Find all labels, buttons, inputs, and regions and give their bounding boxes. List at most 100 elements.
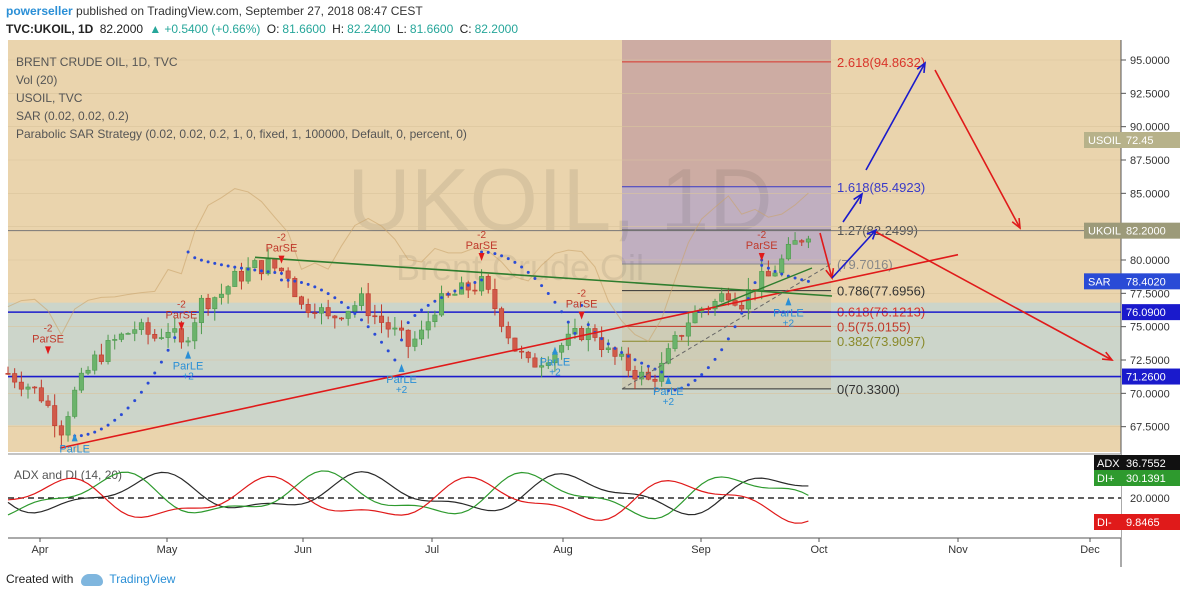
candle-body xyxy=(645,371,651,380)
candle-body xyxy=(305,304,311,313)
candle-body xyxy=(432,314,438,323)
sar-dot xyxy=(113,418,117,422)
signal-qty-label: -2 xyxy=(177,299,186,310)
y-tick-label: 85.0000 xyxy=(1130,188,1170,200)
candle-body xyxy=(332,315,338,319)
price-tag-bg xyxy=(1122,132,1180,148)
candle-body xyxy=(45,400,51,406)
sar-dot xyxy=(500,254,504,258)
adx-line xyxy=(7,471,809,516)
candle-body xyxy=(158,337,164,339)
sar-dot xyxy=(219,263,223,267)
fib-level-label: 0.382(73.9097) xyxy=(837,334,925,349)
price-tag-value: 82.2000 xyxy=(1126,226,1166,238)
candle-body xyxy=(579,328,585,341)
tradingview-link[interactable]: TradingView xyxy=(109,572,176,586)
sar-dot xyxy=(293,279,297,283)
candle-body xyxy=(192,322,198,342)
sar-dot xyxy=(706,366,710,370)
sar-dot xyxy=(226,264,230,268)
sar-dot xyxy=(700,373,704,377)
y-tick-label: 75.0000 xyxy=(1130,322,1170,334)
adx-tag-name: ADX xyxy=(1097,458,1120,470)
price-tag-name-bg xyxy=(1084,132,1122,148)
legend-item-sar[interactable]: SAR (0.02, 0.02, 0.2) xyxy=(16,109,129,123)
sar-dot xyxy=(406,321,410,325)
signal-qty-label: +2 xyxy=(783,318,795,329)
candle-body xyxy=(212,297,218,310)
candle-body xyxy=(405,329,411,347)
sar-dot xyxy=(780,272,784,276)
adx-tag-value-bg xyxy=(1122,455,1180,471)
sar-dot xyxy=(79,434,83,438)
candle-body xyxy=(472,289,478,292)
candle-body xyxy=(419,329,425,340)
candle-body xyxy=(338,317,344,320)
candle-body xyxy=(765,271,771,277)
legend-item-strategy[interactable]: Parabolic SAR Strategy (0.02, 0.02, 0.2,… xyxy=(16,127,467,141)
signal-long-label: ParLE xyxy=(173,361,204,373)
candle-body xyxy=(652,378,658,382)
candle-body xyxy=(278,267,284,272)
y-tick-label: 72.5000 xyxy=(1130,355,1170,367)
sar-dot xyxy=(720,348,724,352)
candle-body xyxy=(385,322,391,330)
sar-dot xyxy=(726,337,730,341)
sar-dot xyxy=(540,284,544,288)
candle-body xyxy=(72,389,78,417)
projection-arrow-up-1 xyxy=(831,229,877,279)
candle-body xyxy=(345,310,351,319)
sar-dot xyxy=(353,311,357,315)
sar-dot xyxy=(133,399,137,403)
candle-body xyxy=(138,322,144,330)
candle-body xyxy=(198,297,204,323)
watermark-symbol: UKOIL, 1D xyxy=(347,150,772,249)
signal-short-label: ParSE xyxy=(266,243,298,255)
red-trendline xyxy=(59,253,959,449)
candle-body xyxy=(145,322,151,335)
legend-item-usoil[interactable]: USOIL, TVC xyxy=(16,91,83,105)
candle-body xyxy=(772,272,778,277)
projection-arrow-up-3 xyxy=(865,62,926,171)
y-tick-label: 80.0000 xyxy=(1130,255,1170,267)
sar-dot xyxy=(253,268,257,272)
sar-dot xyxy=(586,323,590,327)
sar-dot xyxy=(380,340,384,344)
long-arrow-icon xyxy=(551,346,558,355)
sar-dot xyxy=(159,360,163,364)
candle-body xyxy=(565,333,571,346)
price-tag-name-bg xyxy=(1084,222,1122,239)
candle-body xyxy=(292,278,298,298)
candle-body xyxy=(112,339,118,341)
publish-info: powerseller published on TradingView.com… xyxy=(6,4,423,18)
adx-threshold-label: 20.0000 xyxy=(1130,493,1170,505)
legend-item-main[interactable]: BRENT CRUDE OIL, 1D, TVC xyxy=(16,55,178,69)
sar-dot xyxy=(693,378,697,382)
signal-short-label: ParSE xyxy=(566,299,598,311)
legend-item-volume[interactable]: Vol (20) xyxy=(16,73,58,87)
sar-dot xyxy=(286,278,290,282)
fib-level-label: 0.786(77.6956) xyxy=(837,284,925,299)
sar-dot xyxy=(166,348,170,352)
price-tag-bg xyxy=(1122,368,1180,385)
sar-dot xyxy=(453,289,457,293)
candle-body xyxy=(619,353,625,357)
candle-body xyxy=(218,293,224,298)
signal-qty-label: +2 xyxy=(663,397,675,408)
sar-dot xyxy=(153,371,157,375)
candle-body xyxy=(679,335,685,337)
last-price: 82.2000 xyxy=(99,22,144,36)
sar-dot xyxy=(460,286,464,290)
author-link[interactable]: powerseller xyxy=(6,4,73,18)
sar-dot xyxy=(600,337,604,341)
signal-qty-label: +2 xyxy=(549,368,561,379)
candle-body xyxy=(365,293,371,317)
candle-body xyxy=(712,301,718,310)
fib-level-label: (79.7016) xyxy=(837,257,893,272)
di-plus-tag-value-bg xyxy=(1122,470,1180,486)
projection-arrow-down-1 xyxy=(819,232,833,279)
candle-body xyxy=(399,327,405,331)
candle-body xyxy=(665,348,671,364)
sar-dot xyxy=(366,325,370,329)
